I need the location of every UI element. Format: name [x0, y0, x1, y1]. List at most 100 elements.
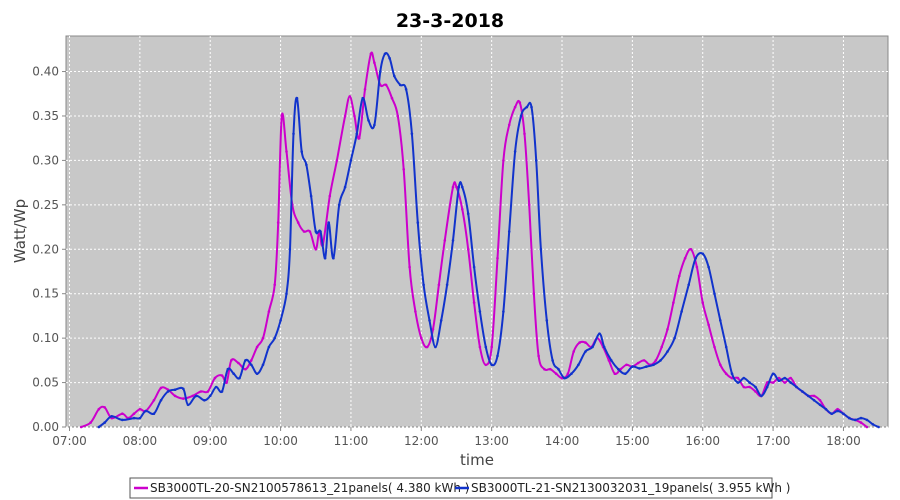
series-2-point	[496, 354, 499, 358]
x-tick-label: 10:00	[263, 434, 298, 448]
y-tick-label: 0.05	[32, 376, 59, 390]
series-1-point	[625, 363, 628, 367]
series-2-point	[530, 105, 533, 109]
x-tick-label: 16:00	[685, 434, 720, 448]
series-1-point	[513, 105, 517, 109]
series-1-point	[443, 239, 447, 242]
series-2-point	[214, 385, 218, 389]
series-1-point	[678, 274, 681, 278]
series-2-point	[373, 123, 376, 127]
series-2-point	[388, 56, 391, 60]
series-2-point	[570, 372, 573, 376]
series-1-point	[654, 359, 658, 362]
series-1-point	[159, 386, 163, 390]
series-1-point	[836, 407, 839, 411]
series-2-point	[472, 265, 476, 269]
series-2-point	[361, 96, 365, 100]
series-2-point	[327, 221, 331, 224]
y-tick-label: 0.10	[32, 331, 59, 345]
series-1-point	[719, 363, 722, 367]
series-2-point	[337, 203, 341, 207]
series-2-point	[848, 416, 851, 420]
series-1-point	[335, 159, 339, 162]
series-2-point	[244, 359, 247, 362]
series-1-point	[695, 265, 699, 269]
series-1-point	[742, 385, 746, 389]
series-2-point	[812, 399, 816, 402]
series-2-point	[748, 381, 751, 384]
x-tick-label: 07:00	[52, 434, 87, 448]
series-2-point	[713, 292, 716, 296]
series-1-point	[578, 341, 581, 344]
series-1-point	[642, 359, 646, 362]
series-2-point	[461, 185, 464, 189]
series-2-point	[343, 185, 347, 189]
series-2-point	[853, 418, 857, 422]
series-1-point	[276, 221, 280, 224]
series-1-point	[507, 123, 511, 127]
series-2-point	[300, 150, 304, 153]
series-2-point	[292, 132, 295, 136]
series-1-point	[348, 95, 352, 98]
series-2-point	[513, 150, 517, 153]
series-1-point	[584, 341, 587, 344]
series-2-point	[182, 387, 185, 391]
grid-lines	[66, 36, 888, 428]
series-2-point	[730, 372, 734, 376]
series-2-point	[666, 350, 669, 353]
series-2-point	[673, 336, 676, 340]
series-1-point	[384, 83, 388, 87]
series-2-point	[771, 372, 775, 376]
series-1-point	[213, 376, 217, 380]
series-1-point	[490, 345, 494, 349]
series-1-point	[250, 359, 253, 362]
series-1-point	[455, 185, 458, 189]
series-1-point	[518, 101, 522, 104]
series-1-point	[672, 301, 675, 304]
series-1-point	[783, 381, 787, 384]
series-1-point	[285, 150, 288, 153]
series-1-point	[461, 208, 464, 211]
series-1-point	[280, 114, 284, 118]
series-2-point	[261, 363, 265, 367]
series-2-point	[617, 367, 620, 371]
series-2-point	[795, 385, 798, 389]
series-1-point	[523, 132, 526, 136]
series-2-point	[484, 345, 488, 349]
series-1-point	[707, 323, 710, 327]
series-1-point	[206, 390, 210, 393]
x-tick-label: 08:00	[123, 434, 158, 448]
series-1-point	[363, 88, 367, 91]
series-1-point	[437, 283, 441, 287]
series-2-point	[507, 230, 511, 233]
series-2-point	[765, 385, 769, 389]
series-2-point	[557, 367, 560, 371]
x-tick-label: 12:00	[404, 434, 439, 448]
series-1-point	[754, 390, 757, 393]
series-2-point	[577, 363, 580, 367]
plot-area	[65, 35, 889, 428]
series-2-point	[525, 105, 529, 109]
series-2-point	[807, 394, 810, 398]
series-1-point	[818, 399, 822, 402]
series-2-point	[398, 83, 402, 87]
series-2-point	[830, 412, 833, 416]
series-1-point	[408, 265, 411, 269]
series-1-point	[554, 372, 558, 376]
series-2-point	[97, 425, 101, 429]
series-2-point	[267, 345, 271, 349]
series-1-point	[431, 328, 435, 331]
series-1-point	[549, 367, 552, 371]
y-tick-label: 0.40	[32, 65, 59, 79]
series-2-point	[694, 256, 697, 260]
series-1-point	[484, 363, 488, 367]
x-tick-label: 17:00	[756, 434, 791, 448]
series-1-point	[607, 359, 611, 362]
series-2-point	[445, 283, 449, 287]
series-1-point	[748, 385, 751, 389]
legend-label-series-1: SB3000TL-20-SN2100578613_21panels( 4.380…	[150, 481, 469, 495]
series-1-point	[537, 354, 540, 358]
series-2-point	[232, 372, 235, 376]
series-1-point	[451, 185, 455, 189]
